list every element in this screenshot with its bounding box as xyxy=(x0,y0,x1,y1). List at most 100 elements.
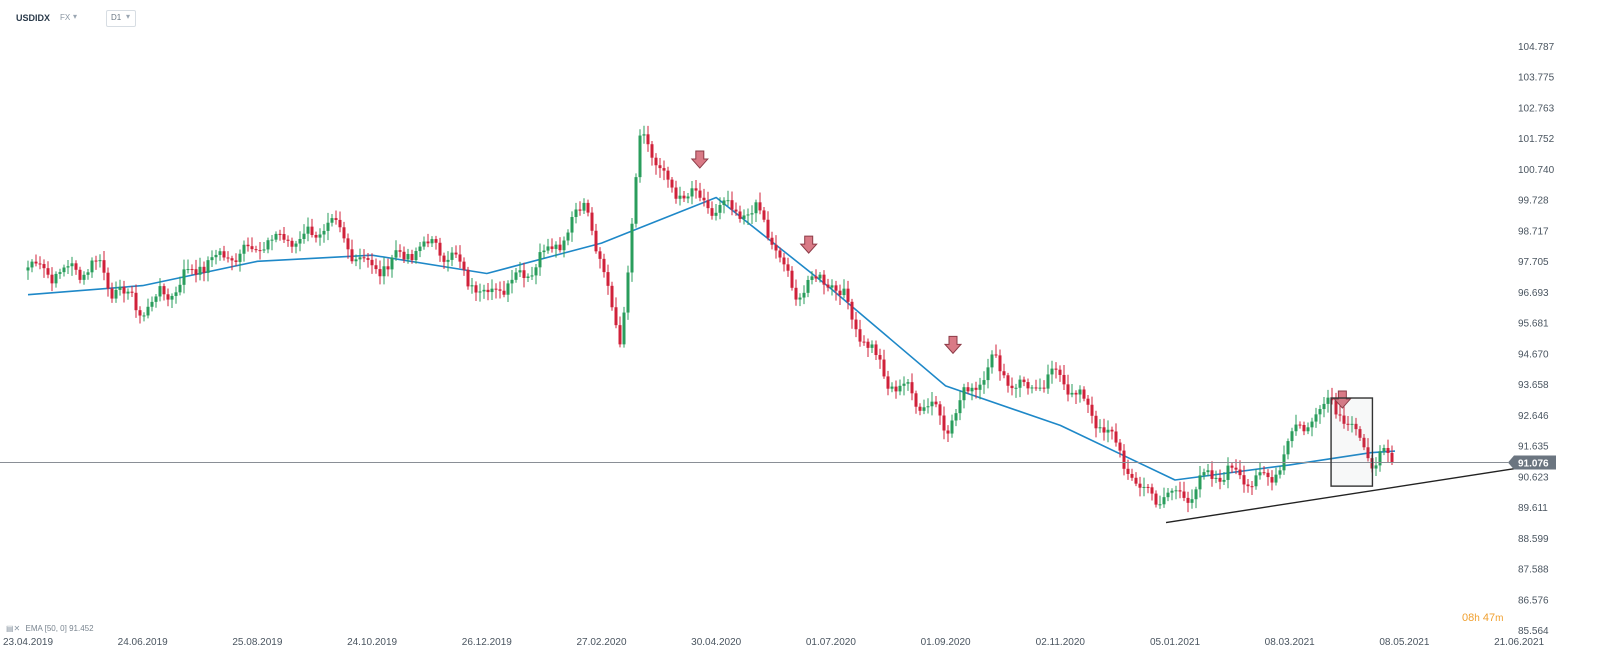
candle-body xyxy=(974,387,978,390)
candle-body xyxy=(982,380,986,385)
candle-body xyxy=(578,209,582,211)
candle-body xyxy=(930,401,934,407)
candle-body xyxy=(170,295,174,300)
candle-body xyxy=(142,315,146,317)
candle-body xyxy=(1194,489,1198,500)
candle-body xyxy=(1058,369,1062,375)
candle-body xyxy=(1070,392,1074,395)
candle-body xyxy=(750,213,754,215)
candle-body xyxy=(26,267,30,271)
candle-body xyxy=(1294,424,1298,432)
candle-body xyxy=(1182,491,1186,498)
candle-body xyxy=(226,257,230,259)
candle-body xyxy=(222,251,226,258)
x-tick-label: 24.10.2019 xyxy=(347,637,397,648)
candle-body xyxy=(1114,431,1118,443)
y-tick-label: 95.681 xyxy=(1518,319,1549,330)
candle-body xyxy=(1326,397,1330,404)
candle-body xyxy=(618,325,622,345)
candle-body xyxy=(814,276,818,279)
candle-body xyxy=(1102,427,1106,433)
candle-body xyxy=(266,240,270,250)
x-tick-label: 01.09.2020 xyxy=(921,637,971,648)
y-tick-label: 93.658 xyxy=(1518,380,1549,391)
candle-body xyxy=(1346,423,1350,425)
candle-body xyxy=(1062,374,1066,385)
candle-body xyxy=(1334,400,1338,415)
candle-body xyxy=(766,219,770,238)
y-tick-label: 87.588 xyxy=(1518,565,1549,576)
candle-body xyxy=(398,250,402,252)
candle-body xyxy=(562,240,566,251)
x-tick-label: 01.07.2020 xyxy=(806,637,856,648)
candle-body xyxy=(690,188,694,197)
candle-body xyxy=(1018,379,1022,388)
candle-body xyxy=(886,376,890,389)
candle-body xyxy=(626,272,630,313)
symbol-label[interactable]: USDIDX xyxy=(16,13,51,23)
candle-body xyxy=(1010,385,1014,389)
timeframe-select[interactable]: D1 ▾ xyxy=(106,10,136,27)
candle-body xyxy=(510,279,514,284)
candle-body xyxy=(102,260,106,273)
candle-body xyxy=(366,258,370,260)
candle-body xyxy=(30,261,34,268)
support-trendline xyxy=(1165,467,1520,524)
candle-body xyxy=(566,232,570,241)
candle-body xyxy=(954,413,958,421)
indicator-settings-icon[interactable]: ▤✕ xyxy=(6,624,21,633)
symbol-chevron-down-icon[interactable]: ▾ xyxy=(73,12,78,21)
candle-body xyxy=(1118,442,1122,451)
candle-body xyxy=(826,284,830,288)
candle-body xyxy=(650,144,654,158)
candle-body xyxy=(1258,472,1262,476)
candle-body xyxy=(1354,423,1358,430)
candle-body xyxy=(810,276,814,280)
down-arrow-icon xyxy=(1333,390,1352,409)
candle-body xyxy=(1306,427,1310,432)
candle-body xyxy=(1098,427,1102,429)
candle-body xyxy=(1254,475,1258,487)
candle-body xyxy=(1138,483,1142,488)
candle-body xyxy=(478,291,482,293)
candle-body xyxy=(1022,379,1026,383)
candle-body xyxy=(1186,497,1190,503)
down-arrow-icon xyxy=(943,335,963,355)
candle-body xyxy=(850,301,854,320)
candle-body xyxy=(38,263,42,265)
x-tick-label: 25.08.2019 xyxy=(232,637,282,648)
candle-body xyxy=(1358,429,1362,438)
candle-body xyxy=(1374,465,1378,469)
candle-body xyxy=(310,226,314,235)
candle-body xyxy=(382,266,386,277)
candle-body xyxy=(1134,477,1138,484)
y-tick-label: 96.693 xyxy=(1518,288,1549,299)
candle-body xyxy=(210,257,214,261)
candle-body xyxy=(42,264,46,269)
candle-body xyxy=(78,269,82,280)
timeframe-chevron-down-icon: ▾ xyxy=(126,12,131,21)
candle-body xyxy=(1226,465,1230,480)
candle-body xyxy=(866,341,870,348)
candle-body xyxy=(838,290,842,296)
current-price-tag xyxy=(1508,455,1556,470)
candle-body xyxy=(774,244,778,251)
candle-body xyxy=(882,359,886,377)
candle-body xyxy=(666,170,670,180)
candle-body xyxy=(546,246,550,251)
candle-body xyxy=(134,292,138,311)
candle-body xyxy=(1094,415,1098,429)
candle-countdown: 08h 47m xyxy=(1462,612,1503,624)
candle-body xyxy=(1350,423,1354,425)
candle-body xyxy=(598,251,602,259)
candle-body xyxy=(250,246,254,250)
candle-body xyxy=(1002,371,1006,376)
candle-body xyxy=(1214,477,1218,479)
x-tick-label: 05.01.2021 xyxy=(1150,637,1200,648)
candle-body xyxy=(506,283,510,295)
candle-body xyxy=(318,234,322,238)
chart-toolbar: USDIDX FX ▾ D1 ▾ xyxy=(0,0,1600,36)
candle-body xyxy=(558,244,562,251)
candle-body xyxy=(622,312,626,345)
